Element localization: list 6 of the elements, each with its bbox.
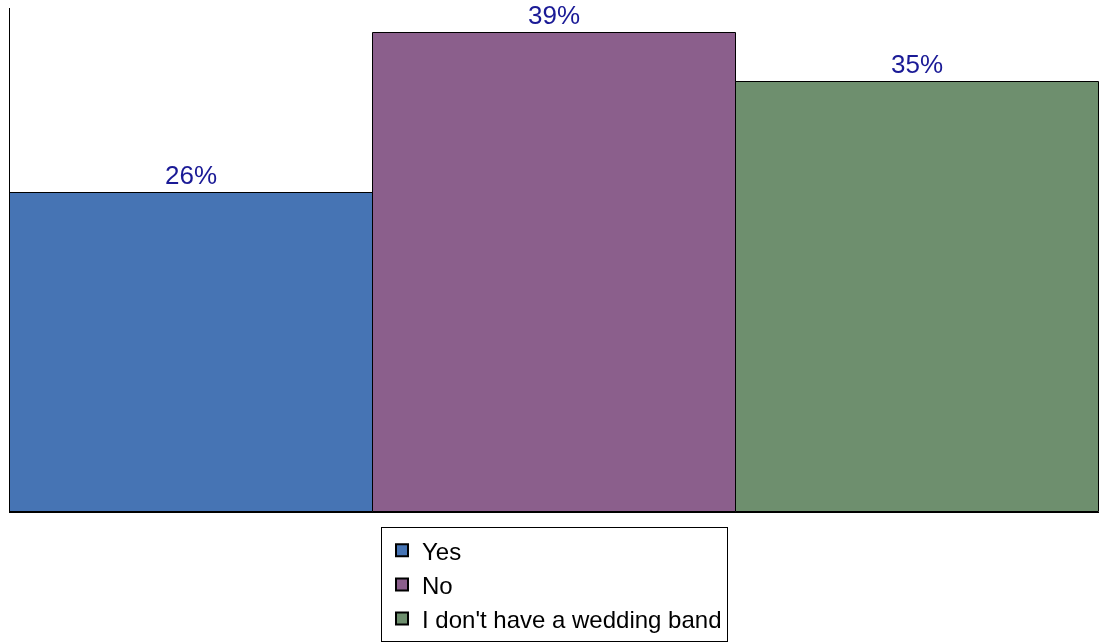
legend-label: I don't have a wedding band	[422, 605, 722, 633]
legend-label: No	[422, 571, 453, 599]
legend-label: Yes	[422, 537, 462, 565]
data-label: 26%	[164, 159, 218, 190]
data-label: 35%	[890, 48, 944, 79]
data-label: 39%	[527, 0, 581, 30]
